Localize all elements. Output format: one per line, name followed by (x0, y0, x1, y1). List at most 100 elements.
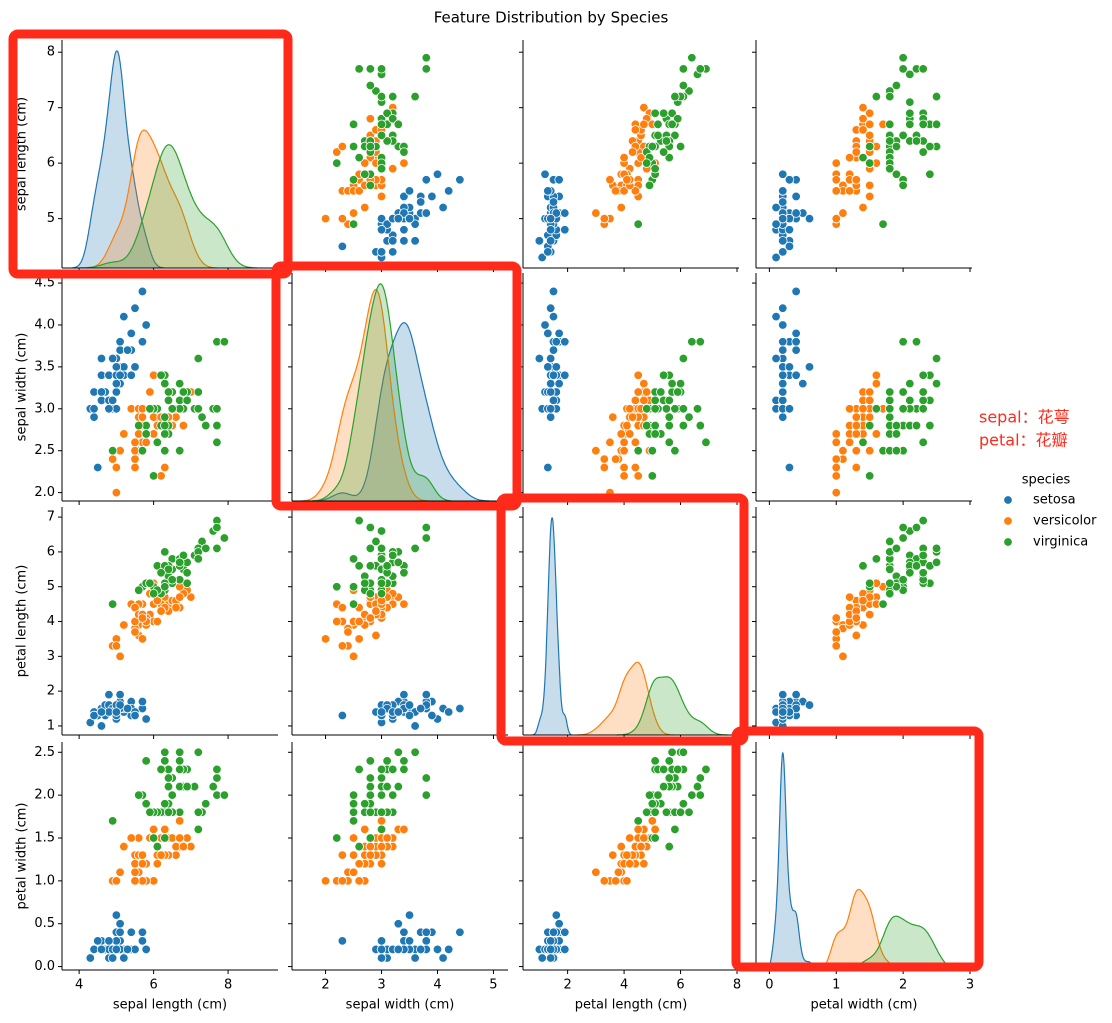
scatter-point (360, 578, 370, 588)
scatter-point (163, 387, 174, 397)
x-tick-label: 0 (765, 978, 773, 993)
scatter-point (630, 462, 641, 473)
scatter-point (864, 446, 875, 456)
y-tick-label: 3.5 (34, 359, 55, 374)
scatter-point (871, 429, 882, 439)
scatter-point (641, 387, 652, 397)
scatter-point (622, 876, 632, 886)
scatter-point (545, 936, 556, 946)
x-tick-label: 2 (899, 978, 907, 993)
scatter-point (918, 147, 928, 157)
scatter-point (354, 764, 364, 775)
kde-area (301, 289, 428, 501)
scatter-point (193, 554, 204, 564)
scatter-point (96, 387, 107, 397)
scatter-point (427, 191, 437, 202)
scatter-point (137, 613, 148, 623)
scatter-point (885, 119, 895, 130)
scatter-point (348, 141, 359, 152)
scatter-point (851, 147, 862, 157)
x-tick-label: 3 (966, 978, 974, 993)
scatter-point (641, 158, 652, 168)
scatter-point (348, 175, 359, 185)
scatter-point (337, 876, 348, 886)
scatter-point (898, 337, 908, 347)
scatter-point (670, 824, 680, 835)
scatter-point (864, 119, 875, 130)
scatter-point (376, 119, 387, 130)
scatter-point (163, 807, 174, 817)
scatter-point (670, 404, 680, 414)
scatter-point (382, 833, 392, 843)
scatter-point (337, 241, 348, 252)
scatter-point (178, 841, 189, 852)
scatter-point (137, 634, 148, 644)
scatter-point (354, 634, 364, 644)
scatter-point (858, 102, 868, 113)
scatter-point (622, 420, 632, 431)
scatter-point (219, 533, 230, 543)
scatter-point (560, 208, 570, 218)
scatter-point (658, 370, 669, 380)
scatter-point (212, 764, 222, 775)
scatter-point (684, 807, 694, 817)
scatter-point (365, 781, 376, 792)
scatter-point (918, 64, 928, 74)
scatter-point (416, 944, 426, 955)
scatter-point (661, 404, 672, 414)
chart-title: Feature Distribution by Species (434, 9, 669, 27)
scatter-point (692, 781, 703, 792)
scatter-point (354, 841, 364, 852)
scatter-point (778, 169, 788, 179)
scatter-point (838, 208, 848, 218)
scatter-point (421, 53, 432, 63)
scatter-point (616, 841, 626, 852)
scatter-point (160, 462, 170, 473)
kde-area (312, 283, 452, 501)
scatter-point (664, 395, 674, 406)
scatter-point (548, 370, 559, 380)
scatter-point (432, 944, 443, 955)
scatter-point (212, 543, 222, 554)
scatter-point (119, 311, 129, 322)
scatter-point (178, 387, 189, 397)
scatter-point (608, 412, 618, 422)
scatter-point (641, 420, 652, 431)
scatter-point (96, 944, 107, 955)
scatter-point (96, 707, 107, 717)
y-tick-label: 1.5 (34, 831, 55, 846)
scatter-point (119, 841, 129, 852)
scatter-point (650, 420, 660, 431)
scatter-point (141, 756, 151, 766)
scatter-point (610, 454, 621, 464)
y-tick-label: 1.0 (34, 873, 55, 888)
scatter-point (354, 859, 364, 869)
scatter-point (107, 816, 118, 826)
scatter-point (911, 420, 922, 431)
scatter-point (163, 395, 174, 406)
scatter-point (388, 790, 398, 800)
scatter-point (664, 841, 674, 852)
scatter-point (134, 585, 144, 595)
scatter-point (599, 213, 610, 224)
scatter-point (664, 152, 674, 163)
scatter-point (410, 219, 420, 229)
scatter-point (778, 213, 788, 224)
scatter-point (551, 208, 562, 218)
scatter-point (898, 64, 908, 74)
scatter-point (137, 936, 148, 946)
scatter-point (695, 790, 706, 800)
scatter-point (365, 114, 376, 124)
scatter-point (382, 219, 392, 229)
scatter-point (771, 219, 781, 229)
scatter-point (911, 136, 922, 146)
panels: 5 6 7 8 2.0 2.5 3.0 3.5 4.0 4.5 1 2 3 4 5 6 7 4 6 8 0.0 0.5 1.… (15, 40, 974, 1013)
scatter-point (376, 526, 387, 536)
legend-label: versicolor (1033, 514, 1097, 529)
y-tick-label: 2.5 (34, 443, 55, 458)
kde-area (72, 50, 165, 269)
scatter-point (201, 543, 211, 554)
scatter-point (332, 158, 342, 168)
scatter-point (871, 554, 882, 564)
scatter-point (376, 588, 387, 599)
